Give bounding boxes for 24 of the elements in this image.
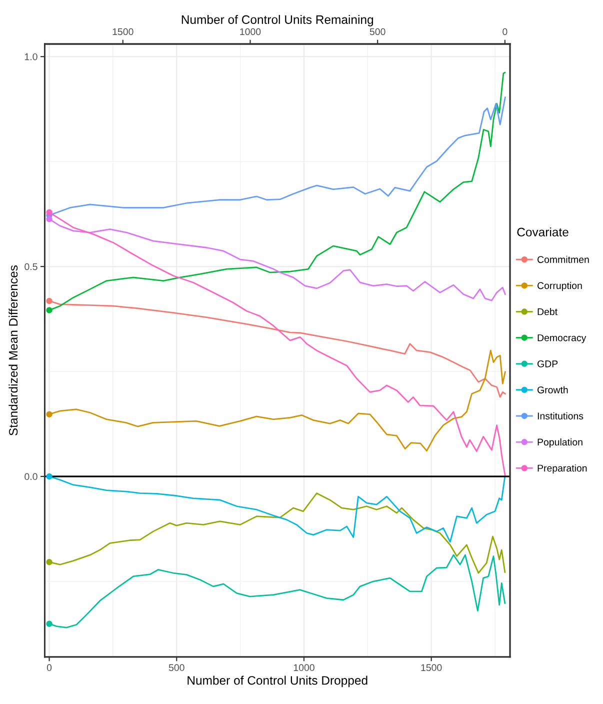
legend-label: Population — [538, 438, 582, 448]
x-tick-label: 1000 — [294, 664, 314, 672]
x2-tick-label: 1000 — [240, 28, 261, 36]
y-tick-label: 1.0 — [24, 53, 38, 60]
legend-title: Covariate — [517, 227, 568, 236]
y-tick-label: 0.5 — [24, 263, 38, 270]
x2-axis-title: Number of Control Units Remaining — [182, 14, 374, 26]
x2-tick-label: 500 — [370, 28, 386, 36]
x-tick-label: 1500 — [421, 664, 442, 672]
y-axis-title: Standardized Mean Differences — [8, 265, 18, 436]
legend-label: Corruption — [538, 282, 582, 291]
y-tick-label: 0.0 — [24, 473, 38, 480]
legend-label: Commitmen — [538, 256, 589, 263]
legend-label: Preparation — [538, 464, 587, 474]
x2-tick-label: 0 — [502, 28, 508, 36]
legend-label: Growth — [538, 386, 568, 394]
x2-tick-label: 1500 — [112, 28, 134, 36]
legend-label: Institutions — [538, 412, 584, 420]
x-tick-label: 0 — [46, 664, 52, 672]
x-axis-title: Number of Control Units Dropped — [188, 676, 368, 688]
x-tick-label: 500 — [168, 664, 184, 672]
legend-label: Democracy — [538, 334, 586, 344]
legend-label: Debt — [538, 308, 558, 316]
legend-label: GDP — [538, 360, 558, 368]
